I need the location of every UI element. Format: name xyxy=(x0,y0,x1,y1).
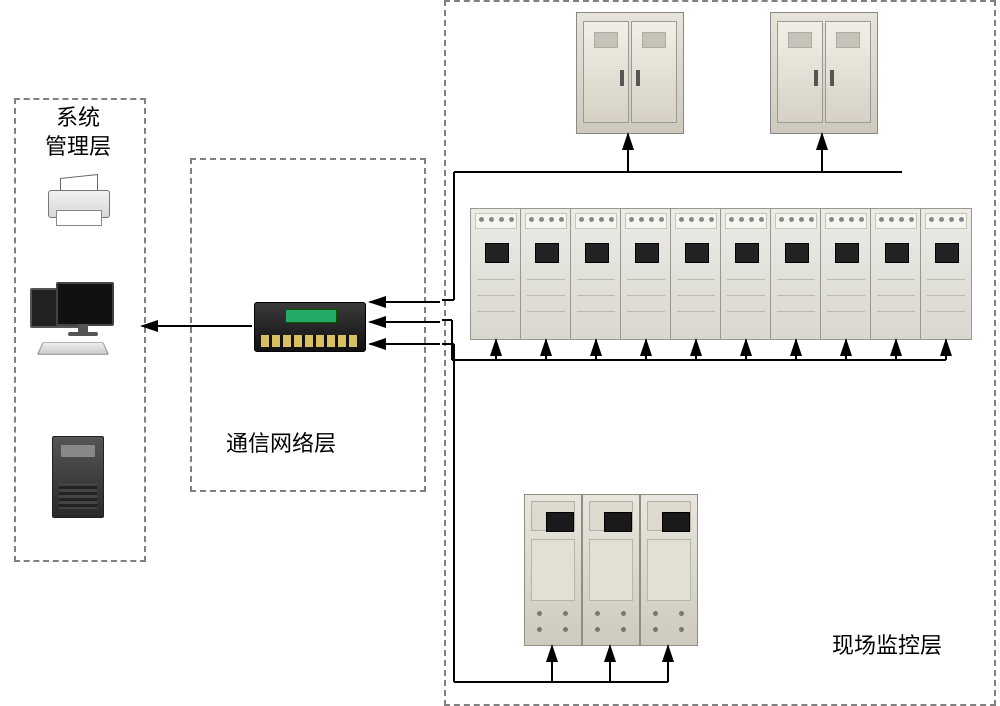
switchgear-panel-icon xyxy=(870,208,922,340)
large-cabinet-icon xyxy=(576,12,684,134)
workstation-icon xyxy=(30,282,120,362)
large-cabinet-icon xyxy=(770,12,878,134)
switchgear-panel-icon xyxy=(620,208,672,340)
printer-icon xyxy=(48,176,108,231)
ups-icon xyxy=(52,436,104,518)
control-cabinet-icon xyxy=(582,494,640,646)
switchgear-panel-icon xyxy=(470,208,522,340)
switchgear-panel-icon xyxy=(920,208,972,340)
network-switch-icon xyxy=(254,302,366,352)
switchgear-panel-icon xyxy=(770,208,822,340)
field-layer-label: 现场监控层 xyxy=(832,632,942,661)
switchgear-panel-icon xyxy=(670,208,722,340)
switchgear-panel-icon xyxy=(520,208,572,340)
network-layer-label: 通信网络层 xyxy=(226,430,336,459)
switchgear-panel-icon xyxy=(720,208,772,340)
switchgear-panel-icon xyxy=(820,208,872,340)
control-cabinet-icon xyxy=(524,494,582,646)
management-layer-label: 系统 管理层 xyxy=(40,104,116,161)
switchgear-panel-icon xyxy=(570,208,622,340)
control-cabinet-icon xyxy=(640,494,698,646)
